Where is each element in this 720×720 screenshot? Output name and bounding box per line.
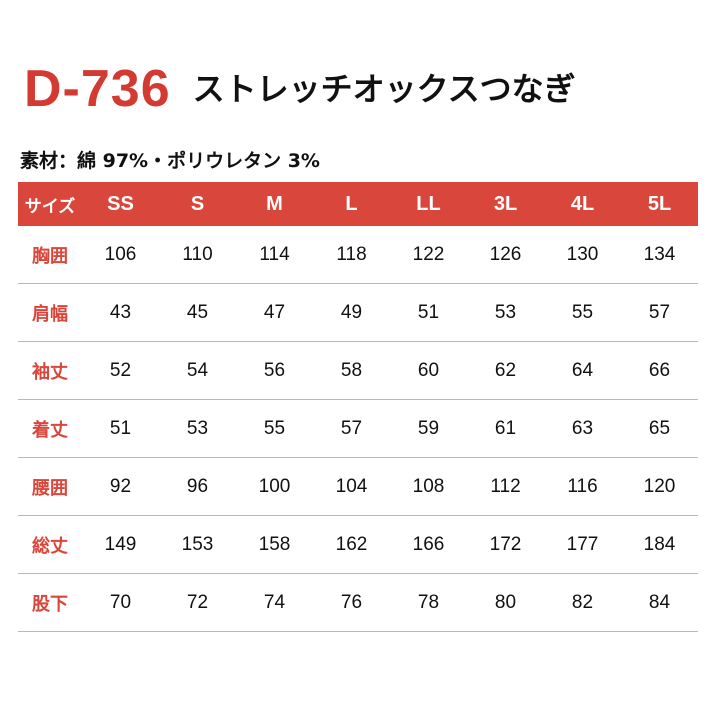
table-cell: 177 bbox=[566, 533, 599, 555]
table-cell: 116 bbox=[567, 475, 598, 497]
table-cell: 53 bbox=[494, 301, 517, 323]
table-cell: 63 bbox=[571, 417, 594, 439]
table-cell: 134 bbox=[643, 243, 676, 265]
table-row: 肩幅 43 45 47 49 51 53 55 57 bbox=[18, 284, 698, 342]
table-cell: 51 bbox=[109, 417, 132, 439]
table-row: 着丈 51 53 55 57 59 61 63 65 bbox=[18, 400, 698, 458]
table-cell: 130 bbox=[566, 243, 599, 265]
table-cell: 60 bbox=[417, 359, 440, 381]
size-chart-table: サイズ SS S M L LL 3L 4L 5L 胸囲 106 110 114 … bbox=[18, 182, 698, 632]
product-code: D-736 bbox=[24, 60, 171, 118]
table-cell: 122 bbox=[412, 243, 445, 265]
size-header: 3L bbox=[493, 192, 518, 215]
table-cell: 82 bbox=[571, 591, 594, 613]
row-label: 袖丈 bbox=[32, 361, 68, 383]
table-cell: 106 bbox=[104, 243, 137, 265]
table-cell: 57 bbox=[648, 301, 671, 323]
table-row: 胸囲 106 110 114 118 122 126 130 134 bbox=[18, 226, 698, 284]
table-cell: 55 bbox=[263, 417, 286, 439]
table-cell: 166 bbox=[412, 533, 445, 555]
table-cell: 52 bbox=[109, 359, 132, 381]
table-cell: 57 bbox=[340, 417, 363, 439]
row-label: 着丈 bbox=[32, 419, 68, 441]
table-cell: 158 bbox=[258, 533, 291, 555]
table-cell: 78 bbox=[417, 591, 440, 613]
table-row: 総丈 149 153 158 162 166 172 177 184 bbox=[18, 516, 698, 574]
table-cell: 59 bbox=[417, 417, 440, 439]
table-cell: 114 bbox=[259, 243, 290, 265]
size-header: L bbox=[345, 192, 358, 215]
material-line: 素材：綿 97%・ポリウレタン 3% bbox=[20, 150, 320, 172]
table-cell: 112 bbox=[490, 475, 521, 497]
size-header: 4L bbox=[570, 192, 595, 215]
table-row: 股下 70 72 74 76 78 80 82 84 bbox=[18, 574, 698, 632]
table-cell: 76 bbox=[340, 591, 363, 613]
table-cell: 45 bbox=[186, 301, 209, 323]
table-cell: 100 bbox=[258, 475, 291, 497]
table-cell: 53 bbox=[186, 417, 209, 439]
product-name: ストレッチオックスつなぎ bbox=[192, 70, 576, 108]
size-corner-label: サイズ bbox=[24, 196, 76, 217]
table-cell: 162 bbox=[335, 533, 368, 555]
table-cell: 108 bbox=[412, 475, 445, 497]
size-header: 5L bbox=[647, 192, 672, 215]
table-cell: 80 bbox=[494, 591, 517, 613]
table-cell: 126 bbox=[489, 243, 522, 265]
table-cell: 61 bbox=[494, 417, 517, 439]
table-cell: 118 bbox=[336, 243, 367, 265]
table-cell: 65 bbox=[648, 417, 671, 439]
table-row: 腰囲 92 96 100 104 108 112 116 120 bbox=[18, 458, 698, 516]
row-label: 腰囲 bbox=[32, 477, 68, 499]
table-cell: 55 bbox=[571, 301, 594, 323]
table-header-row: サイズ SS S M L LL 3L 4L 5L bbox=[18, 182, 698, 226]
table-cell: 153 bbox=[181, 533, 214, 555]
table-cell: 54 bbox=[186, 359, 209, 381]
row-label: 胸囲 bbox=[32, 245, 68, 267]
table-cell: 51 bbox=[417, 301, 440, 323]
table-cell: 92 bbox=[109, 475, 132, 497]
table-cell: 64 bbox=[571, 359, 594, 381]
row-label: 肩幅 bbox=[32, 303, 68, 325]
size-header: M bbox=[266, 192, 283, 215]
size-header: S bbox=[190, 192, 205, 215]
table-cell: 47 bbox=[263, 301, 286, 323]
table-cell: 120 bbox=[643, 475, 676, 497]
table-cell: 62 bbox=[494, 359, 517, 381]
table-cell: 56 bbox=[263, 359, 286, 381]
table-cell: 72 bbox=[186, 591, 209, 613]
table-cell: 149 bbox=[104, 533, 137, 555]
table-cell: 66 bbox=[648, 359, 671, 381]
row-label: 股下 bbox=[32, 593, 68, 615]
table-cell: 172 bbox=[489, 533, 522, 555]
table-cell: 43 bbox=[109, 301, 132, 323]
table-cell: 184 bbox=[643, 533, 676, 555]
product-header: D-736 ストレッチオックスつなぎ bbox=[24, 54, 576, 124]
table-cell: 70 bbox=[109, 591, 132, 613]
size-header: LL bbox=[416, 192, 441, 215]
table-cell: 104 bbox=[335, 475, 368, 497]
table-cell: 96 bbox=[186, 475, 209, 497]
table-cell: 84 bbox=[648, 591, 671, 613]
table-cell: 58 bbox=[340, 359, 363, 381]
table-cell: 110 bbox=[182, 243, 213, 265]
table-row: 袖丈 52 54 56 58 60 62 64 66 bbox=[18, 342, 698, 400]
size-header: SS bbox=[107, 192, 134, 215]
row-label: 総丈 bbox=[32, 535, 68, 557]
table-cell: 74 bbox=[263, 591, 286, 613]
table-cell: 49 bbox=[340, 301, 363, 323]
